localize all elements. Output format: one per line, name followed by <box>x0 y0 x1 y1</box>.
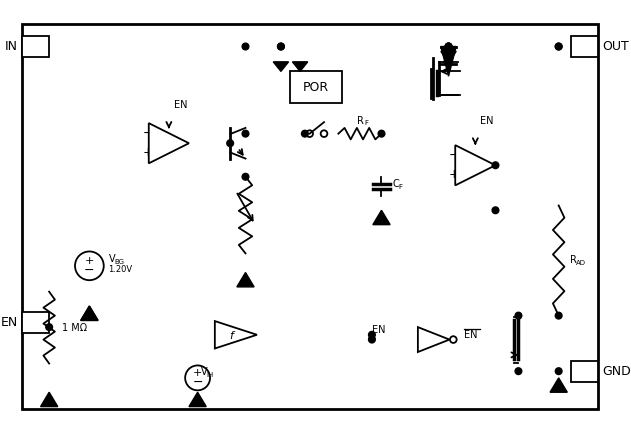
Circle shape <box>369 331 375 338</box>
Bar <box>22 36 49 57</box>
Text: BG: BG <box>114 259 124 265</box>
Circle shape <box>242 173 249 180</box>
Text: 1.20V: 1.20V <box>109 265 133 274</box>
Circle shape <box>555 43 562 50</box>
Text: +: + <box>193 368 203 378</box>
Circle shape <box>555 368 562 375</box>
Polygon shape <box>441 51 456 64</box>
Text: IH: IH <box>206 372 213 378</box>
Text: 1 MΩ: 1 MΩ <box>62 323 86 333</box>
Text: POR: POR <box>303 81 329 94</box>
Text: EN: EN <box>480 116 493 126</box>
Text: R: R <box>357 116 364 126</box>
Circle shape <box>515 368 522 375</box>
Polygon shape <box>237 272 254 287</box>
Circle shape <box>555 312 562 319</box>
Bar <box>22 312 49 333</box>
Bar <box>290 71 342 103</box>
Text: −: − <box>192 376 203 389</box>
Circle shape <box>445 43 452 50</box>
Polygon shape <box>189 392 206 407</box>
Circle shape <box>302 130 308 137</box>
Circle shape <box>492 162 499 168</box>
Text: F: F <box>399 184 403 190</box>
Bar <box>571 36 598 57</box>
Polygon shape <box>149 123 189 163</box>
Polygon shape <box>292 62 308 71</box>
Bar <box>571 361 598 382</box>
Text: $\mathit{f}$: $\mathit{f}$ <box>230 329 237 341</box>
Circle shape <box>278 43 285 50</box>
Text: +: + <box>85 256 94 266</box>
Circle shape <box>46 324 52 330</box>
Circle shape <box>369 336 375 343</box>
Text: OUT: OUT <box>602 40 628 53</box>
Text: C: C <box>393 179 399 189</box>
Polygon shape <box>81 306 98 320</box>
Text: IN: IN <box>4 40 18 53</box>
Text: V: V <box>109 254 115 264</box>
Text: EN: EN <box>464 330 477 340</box>
Text: V: V <box>201 367 207 377</box>
Text: +: + <box>143 146 153 159</box>
Text: EN: EN <box>0 316 18 329</box>
Text: R: R <box>570 255 577 265</box>
Text: −: − <box>143 127 153 140</box>
Circle shape <box>445 43 452 50</box>
Polygon shape <box>441 46 456 76</box>
Circle shape <box>278 43 285 50</box>
Polygon shape <box>81 306 98 320</box>
Text: EN: EN <box>174 100 187 110</box>
Circle shape <box>242 43 249 50</box>
Polygon shape <box>273 62 288 71</box>
Polygon shape <box>373 210 390 225</box>
Circle shape <box>515 312 522 319</box>
Text: GND: GND <box>602 365 630 378</box>
Text: F: F <box>364 120 368 126</box>
Polygon shape <box>40 392 58 407</box>
Text: EN: EN <box>372 325 386 335</box>
Text: −: − <box>449 149 459 162</box>
Polygon shape <box>215 321 257 349</box>
Circle shape <box>227 140 233 147</box>
Circle shape <box>242 130 249 137</box>
Text: AD: AD <box>576 260 586 266</box>
Polygon shape <box>550 378 567 392</box>
Circle shape <box>492 207 499 213</box>
Polygon shape <box>418 327 449 352</box>
Circle shape <box>555 43 562 50</box>
Circle shape <box>445 43 452 50</box>
Polygon shape <box>455 145 495 185</box>
Circle shape <box>378 130 385 137</box>
Text: +: + <box>449 168 459 181</box>
Text: −: − <box>84 264 95 277</box>
